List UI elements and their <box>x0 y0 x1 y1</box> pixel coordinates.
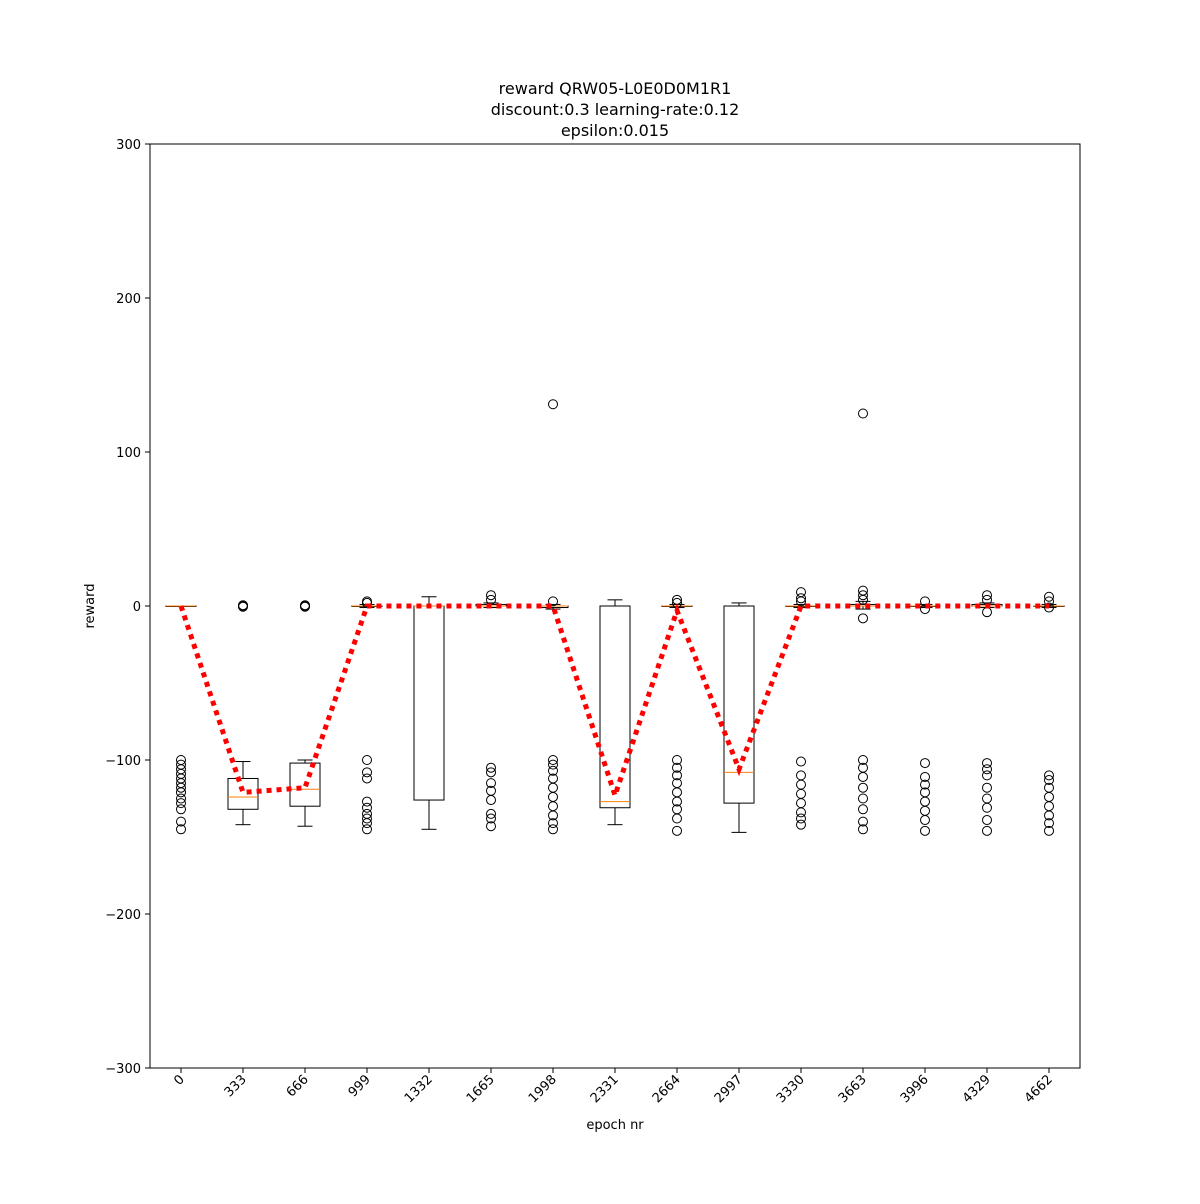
outlier <box>920 596 930 607</box>
outlier <box>486 767 496 778</box>
outlier <box>486 762 496 773</box>
outlier <box>1044 770 1054 781</box>
y-axis-label: reward <box>83 583 98 628</box>
outlier <box>548 818 558 829</box>
outlier <box>300 601 310 612</box>
outlier <box>1044 825 1054 836</box>
outlier <box>858 793 868 804</box>
outlier <box>672 762 682 773</box>
outlier <box>982 758 992 769</box>
box <box>227 777 259 810</box>
outlier <box>920 758 930 769</box>
outlier <box>486 813 496 824</box>
outlier <box>982 770 992 781</box>
outlier <box>858 771 868 782</box>
outlier <box>486 808 496 819</box>
outlier <box>176 804 186 815</box>
outlier <box>548 810 558 821</box>
outlier <box>858 594 868 605</box>
y-tick-label: 200 <box>116 292 141 307</box>
outlier <box>858 804 868 815</box>
outlier <box>486 590 496 601</box>
outlier <box>982 825 992 836</box>
outlier <box>362 767 372 778</box>
y-tick-label: 0 <box>133 600 141 615</box>
mean-line <box>178 603 1049 804</box>
plot-frame <box>149 143 1081 1069</box>
outlier <box>672 755 682 765</box>
outlier <box>548 824 558 835</box>
outlier <box>858 755 868 765</box>
outlier <box>982 802 992 813</box>
outlier <box>176 793 186 804</box>
outlier <box>486 795 496 806</box>
outlier <box>176 782 186 793</box>
outlier <box>982 782 992 793</box>
outlier <box>796 819 806 830</box>
outlier <box>796 807 806 818</box>
outlier <box>1044 591 1054 602</box>
box <box>723 605 755 804</box>
outlier <box>486 821 496 832</box>
outlier <box>362 802 372 813</box>
outlier <box>362 824 372 835</box>
outlier <box>672 813 682 824</box>
outlier <box>238 601 248 612</box>
outlier <box>548 399 558 410</box>
outlier <box>1044 775 1054 786</box>
outlier <box>858 824 868 835</box>
outlier <box>176 798 186 809</box>
outlier <box>362 796 372 807</box>
y-tick-label: −200 <box>105 908 141 923</box>
outlier <box>362 813 372 824</box>
outlier <box>858 613 868 624</box>
outlier <box>858 782 868 793</box>
chart-subtitle: discount:0.3 learning-rate:0.12 <box>491 100 740 119</box>
outlier <box>858 408 868 419</box>
outlier <box>486 778 496 789</box>
outlier <box>672 770 682 781</box>
outlier <box>1044 818 1054 829</box>
y-tick-label: −100 <box>105 754 141 769</box>
outlier <box>548 759 558 770</box>
outlier <box>920 825 930 836</box>
outlier <box>548 765 558 776</box>
box <box>289 762 321 807</box>
outlier <box>920 779 930 790</box>
outlier <box>858 816 868 827</box>
outlier <box>796 593 806 604</box>
outlier <box>1044 602 1054 613</box>
outlier <box>548 596 558 607</box>
y-tick-label: 100 <box>116 446 141 461</box>
outlier <box>672 796 682 807</box>
y-tick-label: −300 <box>105 1062 141 1077</box>
outlier <box>672 825 682 836</box>
outlier <box>982 815 992 826</box>
outlier <box>982 590 992 601</box>
outlier <box>796 813 806 824</box>
outlier <box>982 764 992 775</box>
box <box>599 605 631 809</box>
outlier <box>176 816 186 827</box>
outlier <box>362 773 372 784</box>
outlier <box>362 755 372 765</box>
outlier <box>362 818 372 829</box>
chart-subtitle: epsilon:0.015 <box>561 121 669 140</box>
outlier <box>796 596 806 607</box>
outlier <box>920 771 930 782</box>
outlier <box>548 755 558 765</box>
outlier <box>920 815 930 826</box>
chart-title: reward QRW05-L0E0D0M1R1 <box>499 79 732 98</box>
outlier <box>1044 810 1054 821</box>
outlier <box>796 756 806 767</box>
y-tick-label: 300 <box>116 138 141 153</box>
x-axis-label: epoch nr <box>586 1118 644 1133</box>
outlier <box>920 604 930 615</box>
outlier <box>176 787 186 798</box>
outlier <box>176 824 186 835</box>
outlier <box>858 590 868 601</box>
